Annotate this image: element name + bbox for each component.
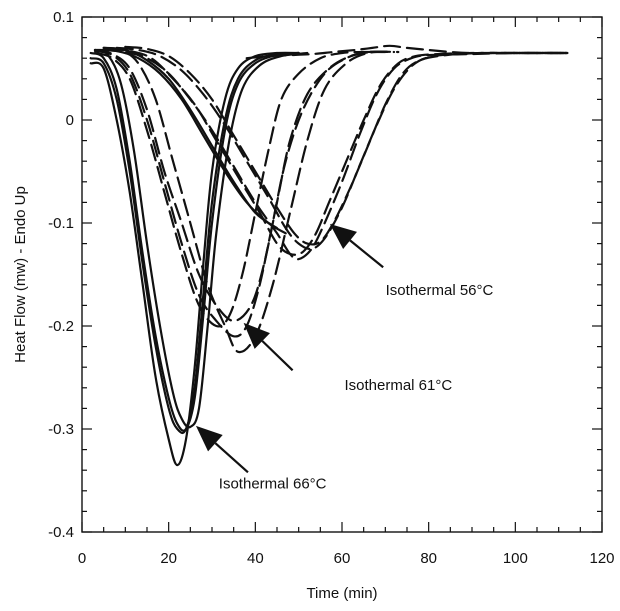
series-line-56-13	[124, 45, 569, 246]
annotations: Isothermal 56°C Isothermal 61°C Isothermal…	[195, 224, 494, 493]
x-axis-title: Time (min)	[306, 585, 377, 602]
y-tick-label: -0.3	[48, 421, 74, 438]
x-tick-label: 80	[420, 550, 437, 567]
x-tick-label: 0	[78, 550, 86, 567]
y-tick-label: 0	[66, 112, 74, 129]
annotation-arrow-shaft	[349, 239, 384, 269]
y-tick-label: -0.1	[48, 215, 74, 232]
axis-ticks	[81, 16, 603, 533]
tick-labels: 0 20 40 60 80 100 120 0.1 0 -0.1 -0.2 -0.3 -0.4	[48, 9, 614, 567]
y-tick-label: 0.1	[53, 9, 74, 26]
x-tick-label: 120	[589, 550, 614, 567]
series-line-61-6	[93, 50, 387, 328]
annotation-arrow-head	[329, 224, 357, 249]
series-line-56-11	[106, 47, 569, 256]
plot-frame	[81, 16, 603, 533]
series-line-66-2	[89, 51, 300, 432]
y-axis-title: Heat Flow (mw) - Endo Up	[12, 186, 29, 363]
series-line-56-12	[115, 46, 569, 251]
annotation-arrow-head	[243, 322, 270, 349]
annotation-arrow-shaft	[214, 442, 249, 474]
annotation-arrow-shaft	[261, 340, 294, 372]
y-tick-label: -0.2	[48, 318, 74, 335]
x-tick-label: 40	[247, 550, 264, 567]
series-line-66-0	[89, 51, 300, 467]
annotation-label: Isothermal 66°C	[219, 476, 327, 493]
series-line-61-7	[93, 49, 396, 338]
series-line-61-8	[93, 48, 400, 322]
x-tick-label: 100	[503, 550, 528, 567]
y-tick-label: -0.4	[48, 524, 74, 541]
series-curves	[89, 44, 569, 467]
annotation-arrow-head	[195, 425, 223, 452]
x-tick-label: 20	[160, 550, 177, 567]
series-line-61-9	[102, 46, 396, 354]
series-line-56-14	[245, 44, 569, 60]
series-line-66-3	[93, 48, 309, 429]
x-tick-label: 60	[334, 550, 351, 567]
annotation-label: Isothermal 61°C	[344, 377, 452, 394]
annotation-label: Isothermal 56°C	[386, 282, 494, 299]
